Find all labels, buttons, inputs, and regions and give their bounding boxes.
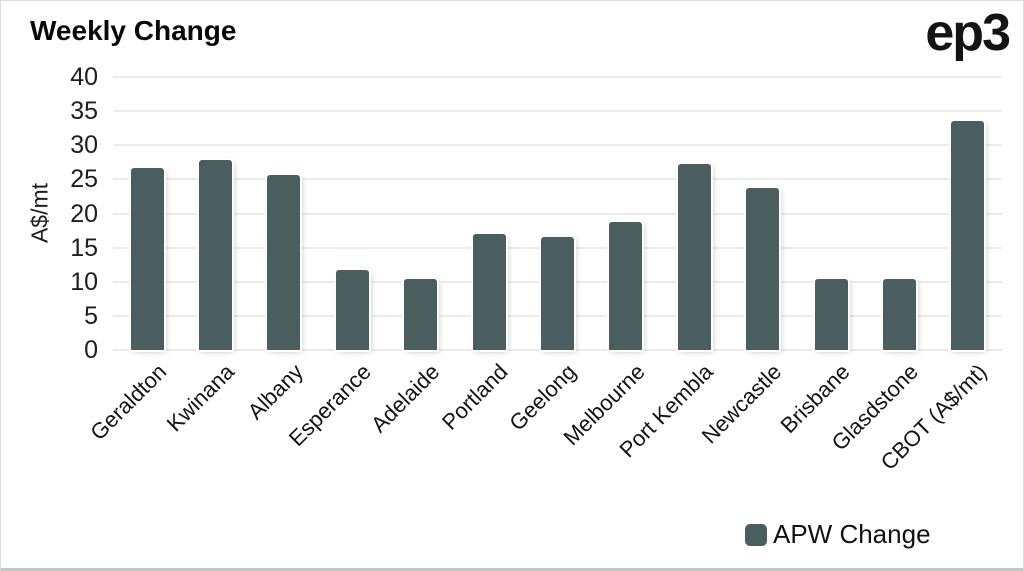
plot-area (113, 76, 1002, 351)
legend-label: APW Change (773, 519, 931, 549)
y-tick-label: 10 (70, 267, 98, 296)
y-tick-label: 30 (70, 131, 98, 160)
bar-adelaide (404, 279, 438, 350)
legend: APW Change (745, 519, 931, 550)
gridline (113, 178, 1002, 181)
x-axis-label: Adelaide (366, 359, 445, 438)
x-axis-label: Geraldton (84, 359, 171, 446)
y-tick-label: 15 (70, 233, 98, 262)
bar-portland (472, 233, 506, 350)
gridline (113, 76, 1002, 78)
legend-swatch-icon (745, 523, 767, 546)
x-axis-label: Albany (242, 359, 308, 425)
bar-geraldton (130, 167, 164, 350)
ep3-logo: ep3 (925, 4, 1011, 62)
gridline (113, 212, 1002, 215)
bar-glasdstone (882, 279, 916, 350)
y-tick-label: 20 (70, 199, 98, 228)
x-axis-label: Kwinana (161, 359, 240, 437)
y-tick-label: 40 (70, 63, 98, 91)
bar-cbot-a-mt (951, 120, 985, 350)
gridline (113, 144, 1002, 147)
bar-kwinana (199, 160, 233, 350)
bar-newcastle (746, 188, 780, 350)
y-tick-label: 35 (70, 97, 98, 126)
bar-esperance (335, 270, 369, 350)
gridline (113, 110, 1002, 113)
y-tick-label: 0 (84, 336, 98, 364)
bar-geelong (541, 237, 574, 350)
chart-title: Weekly Change (30, 15, 237, 46)
y-tick-label: 25 (70, 165, 98, 194)
gridline (113, 349, 1002, 351)
bar-port-kembla (677, 163, 711, 350)
bar-melbourne (609, 222, 643, 350)
bar-brisbane (814, 279, 848, 350)
bar-albany (267, 174, 301, 350)
x-axis-label: Portland (437, 359, 513, 435)
y-tick-label: 5 (84, 301, 98, 330)
